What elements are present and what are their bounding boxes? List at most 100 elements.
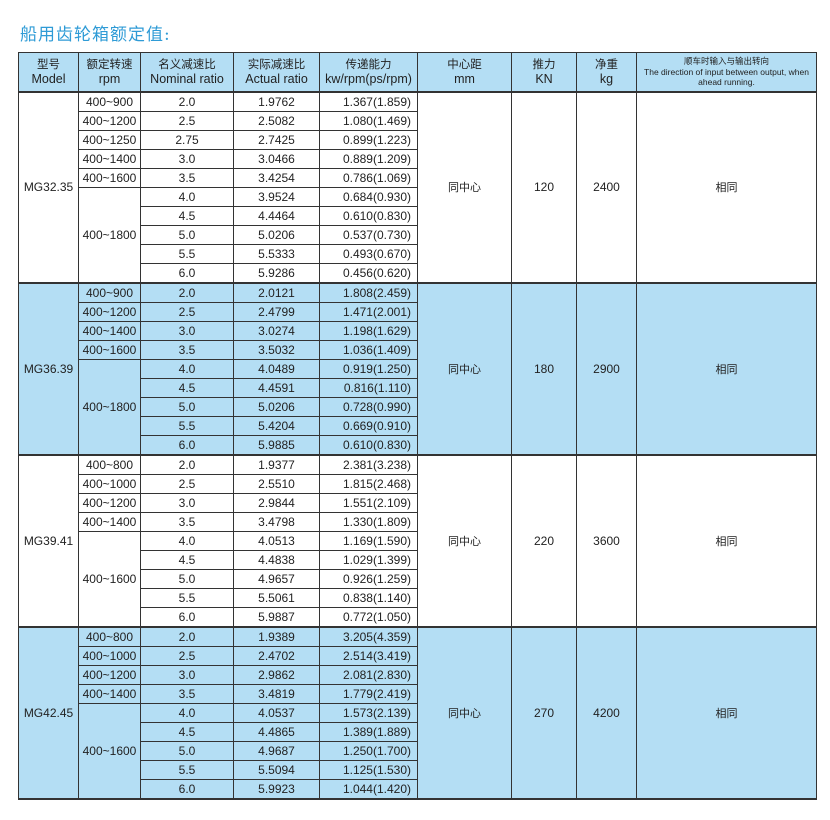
- table-row: MG42.45 400~800 2.0 1.9389 3.205(4.359) 同中心 27…: [18, 626, 817, 800]
- power-cell: 1.471(2.001): [319, 302, 418, 322]
- center-distance-cell: 同中心: [417, 91, 512, 284]
- nominal-ratio-cell: 6.0: [140, 779, 234, 800]
- actual-ratio-cell: 5.9885: [233, 435, 320, 456]
- actual-ratio-cell: 2.5510: [233, 474, 320, 494]
- header-en-label: kg: [599, 72, 614, 86]
- power-cell: 1.808(2.459): [319, 282, 418, 303]
- header-en-label: Model: [31, 72, 66, 86]
- actual-ratio-cell: 5.5094: [233, 760, 320, 780]
- direction-cell: 相同: [636, 454, 817, 628]
- nominal-ratio-cell: 3.5: [140, 512, 234, 532]
- nominal-ratio-cell: 3.5: [140, 684, 234, 704]
- nominal-ratio-cell: 2.75: [140, 130, 234, 150]
- power-cell: 1.198(1.629): [319, 321, 418, 341]
- power-cell: 0.772(1.050): [319, 607, 418, 628]
- actual-ratio-cell: 1.9389: [233, 626, 320, 647]
- power-cell: 2.514(3.419): [319, 646, 418, 666]
- power-cell: 1.815(2.468): [319, 474, 418, 494]
- table-row: 4.5 4.4464 0.610(0.830): [19, 206, 817, 226]
- power-cell: 0.537(0.730): [319, 225, 418, 245]
- power-cell: 1.036(1.409): [319, 340, 418, 360]
- actual-ratio-cell: 2.4799: [233, 302, 320, 322]
- rpm-cell: 400~800: [78, 454, 141, 475]
- actual-ratio-cell: 2.7425: [233, 130, 320, 150]
- actual-ratio-cell: 3.4798: [233, 512, 320, 532]
- table-row: MG36.39 400~900 2.0 2.0121 1.808(2.459) 同中心 18…: [18, 282, 817, 456]
- nominal-ratio-cell: 4.5: [140, 550, 234, 570]
- header-cn-label: 中心距: [447, 57, 482, 71]
- power-cell: 3.205(4.359): [319, 626, 418, 647]
- actual-ratio-cell: 5.5061: [233, 588, 320, 608]
- power-cell: 0.899(1.223): [319, 130, 418, 150]
- actual-ratio-cell: 3.4254: [233, 168, 320, 188]
- rpm-cell: 400~1400: [78, 684, 141, 704]
- thrust-cell: 120: [511, 91, 577, 284]
- table-row: MG32.35 400~900 2.0 1.9762 1.367(1.859) 同中心 12…: [18, 91, 817, 284]
- rpm-cell: 400~1000: [78, 646, 141, 666]
- model-cell: MG32.35: [18, 91, 79, 284]
- power-cell: 0.456(0.620): [319, 263, 418, 284]
- actual-ratio-cell: 5.4204: [233, 416, 320, 436]
- table-row: 6.0 5.9887 0.772(1.050): [19, 607, 817, 628]
- power-cell: 1.389(1.889): [319, 722, 418, 742]
- header-cn-label: 传递能力: [345, 57, 392, 71]
- header-cn-label: 净重: [595, 57, 618, 71]
- table-row: 400~1600 4.0 4.0537 1.573(2.139): [19, 703, 817, 800]
- model-group: MG36.39 400~900 2.0 2.0121 1.808(2.459) 同中心 18…: [18, 282, 817, 456]
- nominal-ratio-cell: 4.0: [140, 359, 234, 379]
- header-thrust: 推力 KN: [511, 52, 577, 93]
- rpm-cell: 400~1600: [78, 703, 141, 800]
- nominal-ratio-cell: 2.5: [140, 474, 234, 494]
- table-row: MG39.41 400~800 2.0 1.9377 2.381(3.238) 同中心 22…: [18, 454, 817, 628]
- actual-ratio-cell: 3.0274: [233, 321, 320, 341]
- power-cell: 1.029(1.399): [319, 550, 418, 570]
- model-cell: MG39.41: [18, 454, 79, 628]
- actual-ratio-cell: 1.9377: [233, 454, 320, 475]
- weight-cell: 2400: [576, 91, 637, 284]
- table-row: 5.5 5.5333 0.493(0.670): [19, 244, 817, 264]
- power-cell: 0.669(0.910): [319, 416, 418, 436]
- power-cell: 0.926(1.259): [319, 569, 418, 589]
- weight-cell: 3600: [576, 454, 637, 628]
- table-row: 5.5 5.5061 0.838(1.140): [19, 588, 817, 608]
- nominal-ratio-cell: 3.0: [140, 665, 234, 685]
- header-power: 传递能力 kw/rpm(ps/rpm): [319, 52, 418, 93]
- nominal-ratio-cell: 2.5: [140, 302, 234, 322]
- nominal-ratio-cell: 2.0: [140, 282, 234, 303]
- actual-ratio-cell: 2.0121: [233, 282, 320, 303]
- table-row: 6.0 5.9885 0.610(0.830): [19, 435, 817, 456]
- nominal-ratio-cell: 4.0: [140, 703, 234, 723]
- power-cell: 0.919(1.250): [319, 359, 418, 379]
- header-en-label: Actual ratio: [245, 72, 308, 86]
- header-cn-label: 推力: [532, 57, 556, 71]
- rpm-cell: 400~900: [78, 282, 141, 303]
- power-cell: 0.786(1.069): [319, 168, 418, 188]
- nominal-ratio-cell: 6.0: [140, 263, 234, 284]
- power-cell: 0.610(0.830): [319, 206, 418, 226]
- table-row: 400~1800 4.0 3.9524 0.684(0.930): [19, 187, 817, 284]
- nominal-ratio-cell: 4.5: [140, 722, 234, 742]
- rpm-cell: 400~1200: [78, 665, 141, 685]
- rpm-cell: 400~1800: [78, 187, 141, 284]
- header-row: 型号 Model 额定转速 rpm 名义减速比 Nominal ratio 实际减速比 Act…: [18, 52, 817, 93]
- power-cell: 0.889(1.209): [319, 149, 418, 169]
- rpm-cell: 400~900: [78, 91, 141, 112]
- rpm-cell: 400~800: [78, 626, 141, 647]
- direction-cell: 相同: [636, 626, 817, 800]
- nominal-ratio-cell: 4.0: [140, 187, 234, 207]
- actual-ratio-cell: 5.9923: [233, 779, 320, 800]
- rpm-cell: 400~1600: [78, 340, 141, 360]
- actual-ratio-cell: 4.0513: [233, 531, 320, 551]
- actual-ratio-cell: 3.0466: [233, 149, 320, 169]
- actual-ratio-cell: 2.9844: [233, 493, 320, 513]
- nominal-ratio-cell: 5.5: [140, 416, 234, 436]
- table-row: 6.0 5.9923 1.044(1.420): [19, 779, 817, 800]
- actual-ratio-cell: 5.9286: [233, 263, 320, 284]
- nominal-ratio-cell: 2.0: [140, 91, 234, 112]
- rpm-cell: 400~1200: [78, 111, 141, 131]
- header-cn-label: 额定转速: [86, 57, 133, 71]
- header-cn-label: 名义减速比: [158, 57, 216, 71]
- nominal-ratio-cell: 2.5: [140, 111, 234, 131]
- direction-cell: 相同: [636, 282, 817, 456]
- header-en-label: KN: [535, 72, 553, 86]
